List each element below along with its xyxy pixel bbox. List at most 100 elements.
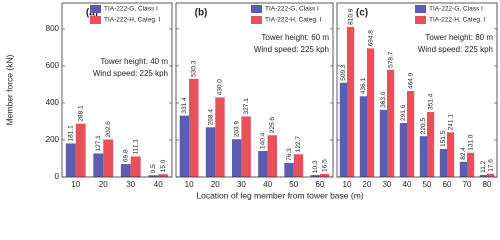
legend-label: TIA-222-G, Class I — [265, 6, 319, 13]
x-tick-label: 80 — [483, 180, 492, 189]
x-tick-label: 20 — [363, 180, 372, 189]
bar — [319, 173, 330, 177]
y-axis-label: Member force (kN) — [4, 54, 14, 125]
value-label: 288.1 — [77, 105, 84, 122]
bar — [189, 78, 199, 177]
value-label: 203.9 — [233, 121, 240, 138]
x-tick-label: 10 — [343, 180, 352, 189]
bar — [231, 139, 242, 177]
legend-swatch — [90, 16, 101, 24]
value-label: 430.0 — [217, 79, 224, 96]
x-tick-label: 60 — [443, 180, 452, 189]
x-tick-label: 20 — [99, 180, 108, 189]
value-label: 131.0 — [467, 134, 474, 151]
legend-label: TIA-222-H, Categ. I — [265, 17, 322, 24]
legend-swatch — [90, 5, 101, 13]
bar — [284, 162, 294, 177]
value-label: 16.5 — [321, 159, 328, 172]
value-label: 15.0 — [160, 159, 167, 172]
bar — [399, 123, 407, 177]
bar — [419, 136, 427, 177]
value-label: 291.6 — [400, 104, 407, 121]
bar — [479, 174, 487, 177]
value-label: 202.6 — [105, 121, 112, 138]
x-tick-label: 40 — [263, 180, 272, 189]
plot-frame — [336, 2, 498, 178]
bar — [130, 156, 141, 177]
bar — [447, 132, 455, 177]
bar — [93, 153, 104, 177]
legend-label: TIA-222-G, Class I — [104, 6, 158, 13]
y-tick-label: 200 — [46, 135, 60, 144]
legend-swatch — [415, 16, 426, 24]
bar — [205, 127, 216, 177]
value-label: 11.2 — [480, 160, 487, 173]
panel-label: (c) — [356, 8, 368, 19]
bar — [310, 175, 320, 177]
plot-frame — [61, 2, 173, 178]
bar — [467, 152, 475, 177]
value-label: 509.3 — [340, 64, 347, 81]
value-label: 122.7 — [295, 136, 302, 153]
bar — [258, 151, 268, 177]
value-label: 363.0 — [380, 91, 387, 108]
bar — [439, 148, 447, 177]
value-label: 10.3 — [312, 160, 319, 173]
panel-label: (b) — [195, 8, 208, 19]
bar — [148, 175, 159, 177]
value-label: 268.4 — [207, 109, 214, 126]
bar — [241, 116, 251, 177]
value-label: 17.6 — [487, 159, 494, 172]
value-label: 220.5 — [420, 118, 427, 135]
bar — [359, 96, 367, 177]
value-label: 9.5 — [150, 164, 157, 173]
value-label: 578.7 — [387, 51, 394, 68]
bar — [407, 90, 415, 177]
x-tick-label: 10 — [185, 180, 194, 189]
value-label: 69.8 — [123, 149, 130, 162]
annotation: Wind speed: 225 kph — [418, 45, 493, 54]
legend-label: TIA-222-H, Categ. I — [104, 17, 161, 24]
bar — [339, 82, 347, 177]
bar — [120, 164, 131, 177]
bar — [347, 26, 355, 178]
bar — [459, 161, 467, 177]
value-label: 225.6 — [269, 117, 276, 134]
bar — [215, 97, 225, 177]
value-label: 327.1 — [243, 98, 250, 115]
legend-swatch — [251, 5, 262, 13]
y-tick-label: 0 — [55, 172, 60, 181]
plot-frame — [175, 2, 334, 178]
value-label: 140.4 — [260, 132, 267, 149]
bar — [387, 69, 395, 177]
value-label: 76.3 — [286, 148, 293, 161]
x-tick-label: 50 — [289, 180, 298, 189]
annotation: Wind speed: 225 kph — [254, 45, 329, 54]
y-tick-label: 400 — [46, 98, 60, 107]
x-tick-label: 30 — [237, 180, 246, 189]
bar — [65, 143, 76, 177]
bar — [367, 48, 375, 177]
legend-label: TIA-222-G, Class I — [429, 6, 483, 13]
x-tick-label: 40 — [403, 180, 412, 189]
bar — [75, 123, 86, 177]
bar — [103, 139, 114, 177]
bar — [427, 111, 435, 177]
annotation: Tower height: 40 m — [100, 57, 168, 66]
x-tick-label: 60 — [315, 180, 324, 189]
x-tick-label: 70 — [463, 180, 472, 189]
value-label: 464.9 — [407, 72, 414, 89]
x-axis-label: Location of leg member from tower base (… — [196, 190, 363, 200]
value-label: 111.1 — [132, 139, 139, 155]
legend-swatch — [251, 16, 262, 24]
value-label: 331.4 — [181, 97, 188, 114]
y-tick-label: 600 — [46, 61, 60, 70]
bar — [179, 115, 190, 177]
chart: 0 200 400 600 800 181.1 127.1 69.8 9.5 288.1 202.6… — [4, 2, 498, 200]
value-label: 694.8 — [367, 30, 374, 47]
value-label: 127.1 — [95, 135, 102, 152]
annotation: Tower height: 60 m — [261, 33, 329, 42]
x-tick-label: 30 — [126, 180, 135, 189]
bar — [379, 109, 387, 177]
y-tick-label: 800 — [46, 24, 60, 33]
